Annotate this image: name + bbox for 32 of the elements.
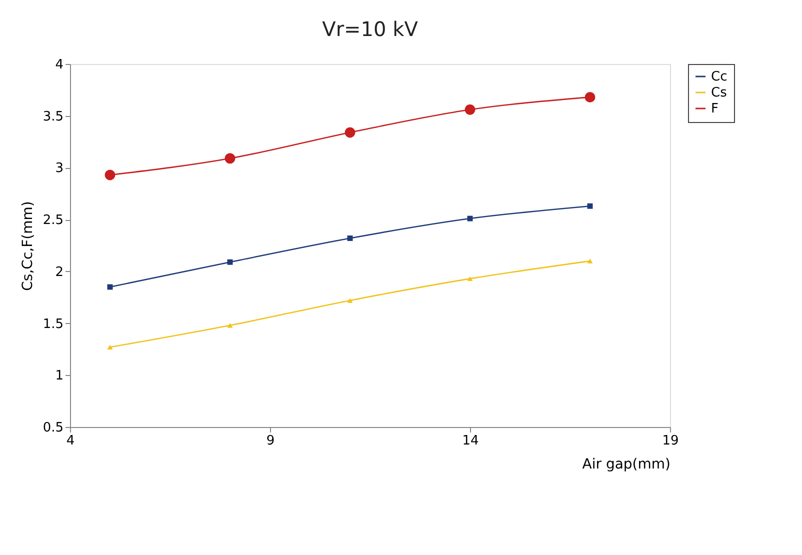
y-tick-label: 3 — [55, 161, 64, 176]
point — [587, 203, 593, 209]
point — [344, 127, 356, 138]
y-tick-label: 4 — [55, 58, 64, 72]
point — [224, 153, 236, 164]
point — [464, 104, 476, 115]
point — [347, 236, 353, 241]
x-axis-title: Air gap(mm) — [582, 456, 670, 472]
point — [587, 258, 593, 264]
y-tick-label: 3.5 — [42, 109, 64, 124]
x-tick-label: 9 — [266, 434, 275, 448]
point — [584, 92, 596, 102]
point — [104, 170, 116, 180]
y-tick-label: 2 — [55, 264, 64, 280]
point — [107, 344, 113, 350]
y-tick-label: 2.5 — [42, 213, 64, 228]
chart-title: Vr=10 kV — [322, 17, 418, 41]
point — [467, 276, 473, 282]
point — [107, 284, 113, 290]
x-tick-label: 14 — [462, 434, 479, 448]
y-axis-title: Cs,Cc,F(mm) — [20, 201, 36, 291]
point — [467, 216, 473, 222]
point — [347, 298, 353, 303]
legend-label: Cs — [711, 86, 728, 100]
y-tick-label: 0.5 — [42, 420, 64, 436]
y-tick-label: 1 — [55, 368, 64, 384]
point — [227, 259, 233, 265]
x-tick-label: 4 — [66, 434, 75, 448]
legend-label: F — [711, 102, 718, 116]
legend-label: Cc — [711, 70, 728, 84]
y-tick-label: 1.5 — [42, 316, 64, 332]
x-tick-label: 19 — [662, 434, 679, 448]
